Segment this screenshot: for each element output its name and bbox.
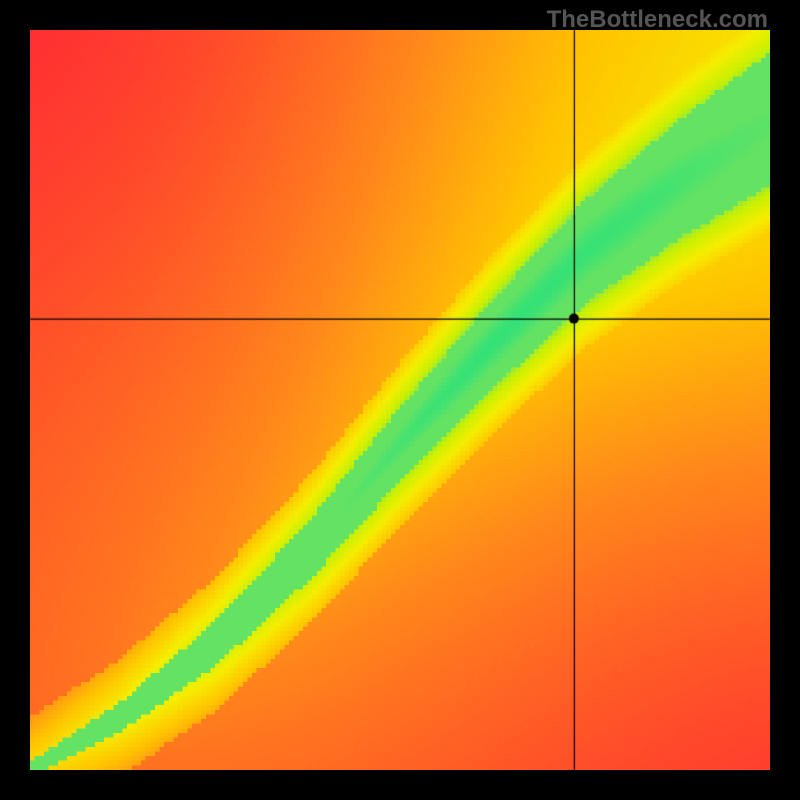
chart-container: TheBottleneck.com xyxy=(0,0,800,800)
bottleneck-heatmap xyxy=(30,30,770,770)
